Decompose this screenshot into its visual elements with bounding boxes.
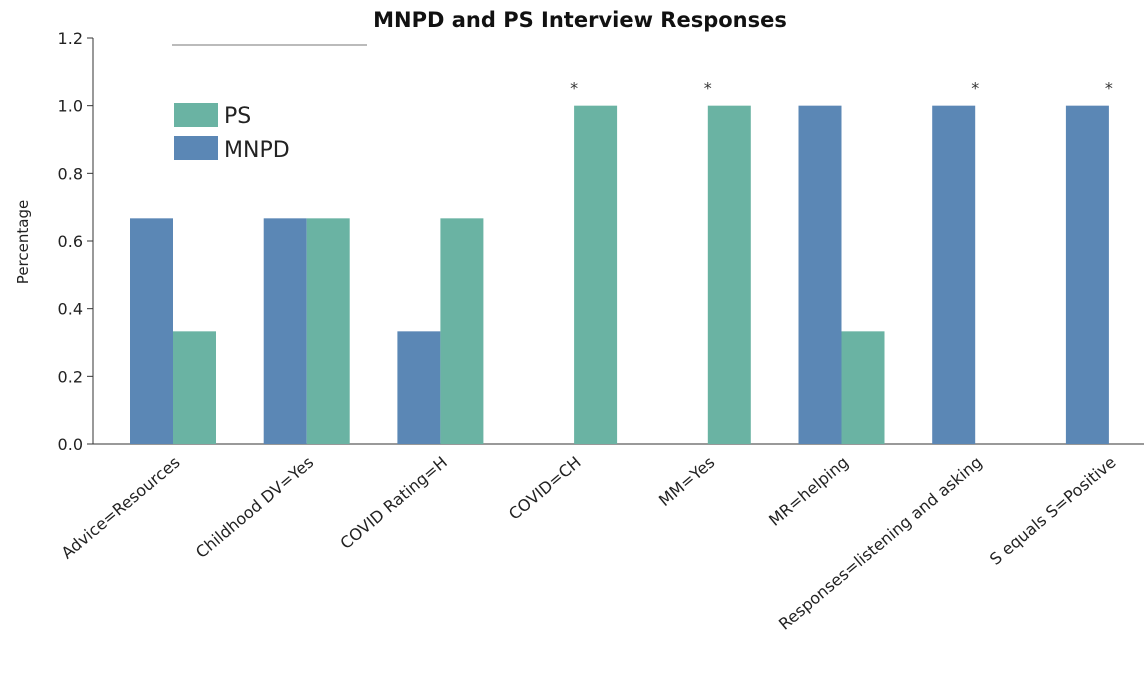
x-tick-label: COVID=CH [505, 453, 585, 524]
bar-mnpd [130, 218, 173, 444]
bar-mnpd [932, 105, 976, 445]
y-tick-label: 0.6 [58, 232, 83, 251]
bar-mnpd [1065, 105, 1109, 445]
x-tick-label: Childhood DV=Yes [192, 453, 317, 562]
significance-star: * [570, 79, 578, 98]
significance-star: * [704, 79, 712, 98]
y-axis-label: Percentage [14, 200, 32, 284]
y-ticks: 0.0 0.2 0.4 0.6 0.8 1.0 1.2 [58, 29, 93, 454]
legend: PS MNPD [172, 44, 367, 163]
x-tick-label: S equals S=Positive [986, 453, 1119, 569]
legend-swatch-ps [174, 103, 218, 127]
bar-mnpd [263, 218, 307, 444]
y-tick-label: 0.4 [58, 300, 83, 319]
legend-label-mnpd: MNPD [224, 138, 290, 163]
x-tick-label: MR=helping [765, 453, 852, 530]
legend-swatch-mnpd [174, 136, 218, 160]
bar-ps [707, 105, 751, 445]
bar-mnpd [397, 331, 441, 444]
x-tick-label: MM=Yes [655, 453, 718, 511]
y-tick-label: 1.0 [58, 97, 83, 116]
x-tick-labels: Advice=Resources Childhood DV=Yes COVID Ra… [58, 453, 1120, 634]
chart-title: MNPD and PS Interview Responses [373, 8, 787, 32]
bar-mnpd [798, 105, 842, 445]
y-tick-label: 0.0 [58, 435, 83, 454]
significance-markers: * * * * [570, 79, 1113, 98]
x-tick-label: Advice=Resources [58, 453, 184, 563]
legend-label-ps: PS [224, 104, 251, 129]
y-tick-label: 0.2 [58, 367, 83, 386]
bars [130, 105, 1109, 445]
y-tick-label: 1.2 [58, 29, 83, 48]
significance-star: * [971, 79, 979, 98]
bar-ps [574, 105, 618, 445]
x-tick-label: COVID Rating=H [336, 453, 451, 553]
bar-ps [173, 331, 216, 444]
bar-ps [306, 218, 350, 444]
bar-ps [841, 331, 885, 444]
significance-star: * [1105, 79, 1113, 98]
bar-ps [440, 218, 484, 444]
axes [92, 38, 1144, 445]
y-tick-label: 0.8 [58, 164, 83, 183]
